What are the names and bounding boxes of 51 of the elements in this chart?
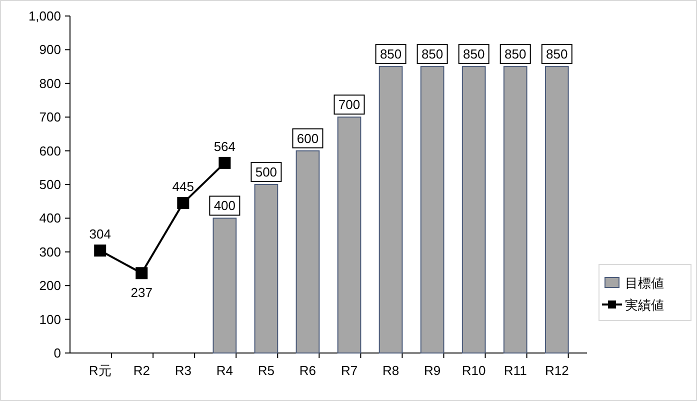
x-tick-label: R2 — [133, 363, 150, 378]
point — [94, 244, 106, 257]
x-tick-label: R7 — [340, 363, 358, 378]
data-label: 400 — [214, 198, 236, 214]
bar — [503, 66, 528, 354]
bar — [296, 150, 320, 354]
x-tick-label: R12 — [544, 363, 569, 378]
data-label: 850 — [462, 46, 485, 62]
data-label: 700 — [338, 97, 360, 112]
x-tick-label: R4 — [216, 363, 233, 378]
bar — [254, 184, 278, 354]
y-tick-label: 400 — [39, 210, 61, 226]
bar — [212, 218, 237, 354]
x-tick-label: R10 — [462, 363, 486, 378]
legend-label: 目標値 — [625, 276, 664, 290]
x-tick-label: R5 — [258, 363, 275, 378]
x-tick-label: R8 — [382, 363, 400, 378]
y-tick-label: 600 — [39, 143, 61, 158]
y-tick-label: 200 — [39, 278, 61, 294]
point — [136, 267, 148, 280]
x-tick-label: R11 — [504, 363, 527, 378]
bar — [462, 66, 486, 354]
data-label: 500 — [255, 164, 278, 180]
bar — [544, 66, 569, 354]
y-tick-label: 0 — [54, 346, 61, 360]
data-label: 445 — [172, 179, 194, 194]
y-tick-label: 700 — [39, 110, 61, 125]
bar — [378, 66, 403, 354]
y-tick-label: 100 — [39, 312, 61, 327]
bar — [420, 66, 444, 354]
y-tick-label: 900 — [39, 42, 61, 58]
data-label: 850 — [380, 46, 402, 62]
data-label: 850 — [421, 46, 444, 62]
y-tick-label: 500 — [39, 177, 61, 192]
y-tick-label: 800 — [39, 76, 61, 91]
data-label: 850 — [546, 46, 568, 62]
bar — [337, 116, 362, 354]
point — [218, 156, 231, 169]
y-tick-label: 1,000 — [28, 8, 61, 24]
data-label: 564 — [214, 138, 236, 154]
x-tick-label: R9 — [424, 363, 441, 378]
x-tick-label: R3 — [174, 363, 192, 378]
data-label: 850 — [504, 46, 526, 62]
data-label: 304 — [89, 226, 111, 242]
legend-label: 実績値 — [625, 298, 664, 312]
data-label: 237 — [130, 285, 152, 300]
x-tick-label: R6 — [299, 363, 316, 378]
y-tick-label: 300 — [39, 244, 61, 260]
point — [177, 197, 190, 210]
x-tick-label: R元 — [88, 363, 112, 378]
data-label: 600 — [296, 130, 319, 146]
